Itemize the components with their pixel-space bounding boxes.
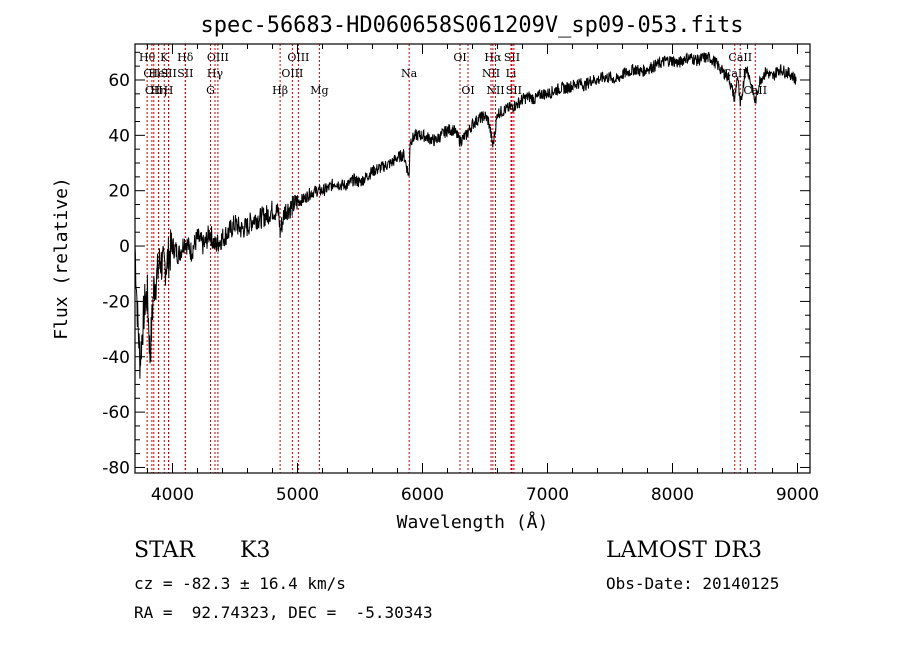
line-marker-label: SII (177, 67, 193, 80)
axis-ticks: 4000 5000 6000 7000 8000 9000 -80 -60 -40 -20 0 20 4… (102, 44, 819, 505)
y-tick-label: -80 (102, 458, 130, 478)
survey-name: LAMOST DR3 (606, 538, 762, 563)
x-tick-label: 9000 (776, 485, 819, 505)
line-marker-label: OI (453, 51, 466, 64)
y-tick-label: -60 (102, 403, 130, 423)
line-markers: HθCIIOIIKHeIHηSIIHHδSIIOIIIHγGOIIIOIIIHβ… (139, 44, 767, 473)
object-subclass: K3 (240, 538, 271, 563)
coordinates: RA = 92.74323, DEC = -5.30343 (134, 603, 433, 622)
y-tick-label: -20 (102, 292, 130, 312)
line-marker-label: NII (486, 84, 504, 97)
y-tick-label: 60 (108, 71, 130, 91)
line-marker-label: OIII (287, 51, 309, 64)
line-marker-label: OIII (207, 51, 229, 64)
y-tick-label: 40 (108, 126, 130, 146)
spectrum-line (134, 51, 797, 379)
line-marker-label: K (160, 51, 169, 64)
line-marker-label: NII (482, 67, 500, 80)
object-class: STAR (134, 538, 195, 563)
line-marker-label: SII (506, 84, 522, 97)
y-tick-label: 0 (119, 237, 130, 257)
line-marker-label: G (206, 84, 215, 97)
line-marker-label: Hβ (272, 84, 288, 97)
line-marker-label: CII (143, 67, 160, 80)
line-marker-label: H (164, 84, 174, 97)
line-marker-label: Hγ (207, 67, 224, 80)
line-marker-label: CaII (728, 51, 752, 64)
y-tick-label: 20 (108, 182, 130, 202)
obs-date: Obs-Date: 20140125 (606, 574, 780, 593)
line-marker-label: Hα (484, 51, 502, 64)
x-tick-label: 4000 (151, 485, 194, 505)
line-marker-label: SII (504, 51, 520, 64)
line-marker-label: CaII (743, 84, 767, 97)
line-marker-label: Na (401, 67, 418, 80)
x-tick-label: 7000 (526, 485, 569, 505)
y-tick-label: -40 (102, 348, 130, 368)
line-marker-label: OIII (281, 67, 303, 80)
y-axis-label: Flux (relative) (51, 177, 72, 340)
x-tick-label: 5000 (276, 485, 319, 505)
x-axis-label: Wavelength (Å) (397, 511, 549, 533)
line-marker-label: Hη (150, 84, 166, 97)
line-marker-label: Li (506, 67, 517, 80)
x-tick-label: 8000 (651, 485, 694, 505)
series-layer (134, 51, 797, 379)
line-marker-label: Mg (310, 84, 328, 97)
line-marker-label: Hθ (139, 51, 156, 64)
x-tick-label: 6000 (401, 485, 444, 505)
plot-frame (134, 43, 811, 474)
redshift-text: cz = -82.3 ± 16.4 km/s (134, 574, 346, 593)
chart-title: spec-56683-HD060658S061209V_sp09-053.fit… (200, 13, 743, 38)
line-marker-label: OI (461, 84, 474, 97)
